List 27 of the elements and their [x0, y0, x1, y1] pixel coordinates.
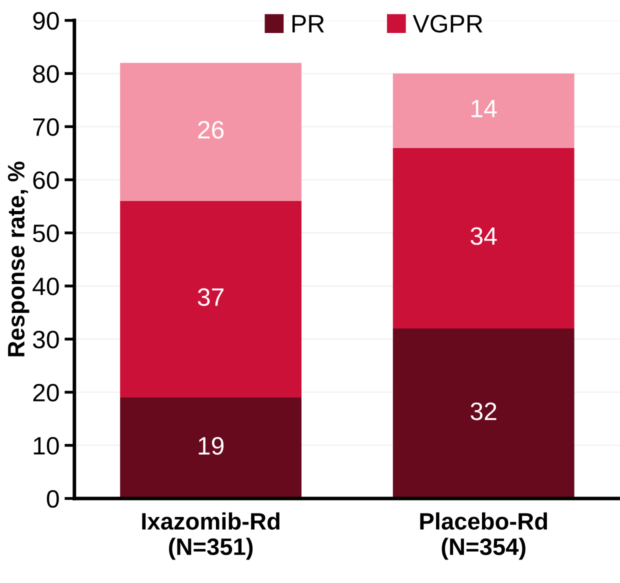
bar: [120, 62, 302, 202]
bar: [392, 328, 574, 498]
bar: [392, 74, 574, 148]
bar: [120, 398, 302, 498]
data-label: 34: [470, 227, 497, 245]
y-tick-label: 90: [33, 12, 59, 30]
y-tick-label: 40: [32, 278, 59, 296]
data-label: 32: [470, 402, 496, 420]
y-tick-label: 80: [33, 65, 59, 83]
x-tick-label: Ixazomib-Rd (N=351): [142, 512, 280, 560]
x-tick-label: Placebo-Rd (N=354): [420, 512, 547, 560]
y-tick-label: 10: [34, 436, 59, 455]
y-tick-label: 0: [46, 490, 59, 508]
bar: [392, 148, 574, 328]
data-label: 37: [198, 288, 224, 306]
data-label: 19: [198, 437, 224, 455]
bar: [120, 201, 302, 398]
y-tick-label: 60: [33, 171, 59, 190]
y-tick-label: 70: [33, 118, 59, 136]
y-tick-label: 20: [33, 384, 59, 402]
data-label: 26: [198, 120, 224, 139]
legend-label: PR: [292, 15, 324, 32]
y-axis-title: Response rate, %: [8, 162, 30, 356]
y-tick-label: 30: [32, 330, 59, 348]
legend-label: VGPR: [412, 14, 482, 33]
y-tick-label: 50: [33, 224, 59, 242]
data-label: 14: [472, 100, 497, 118]
